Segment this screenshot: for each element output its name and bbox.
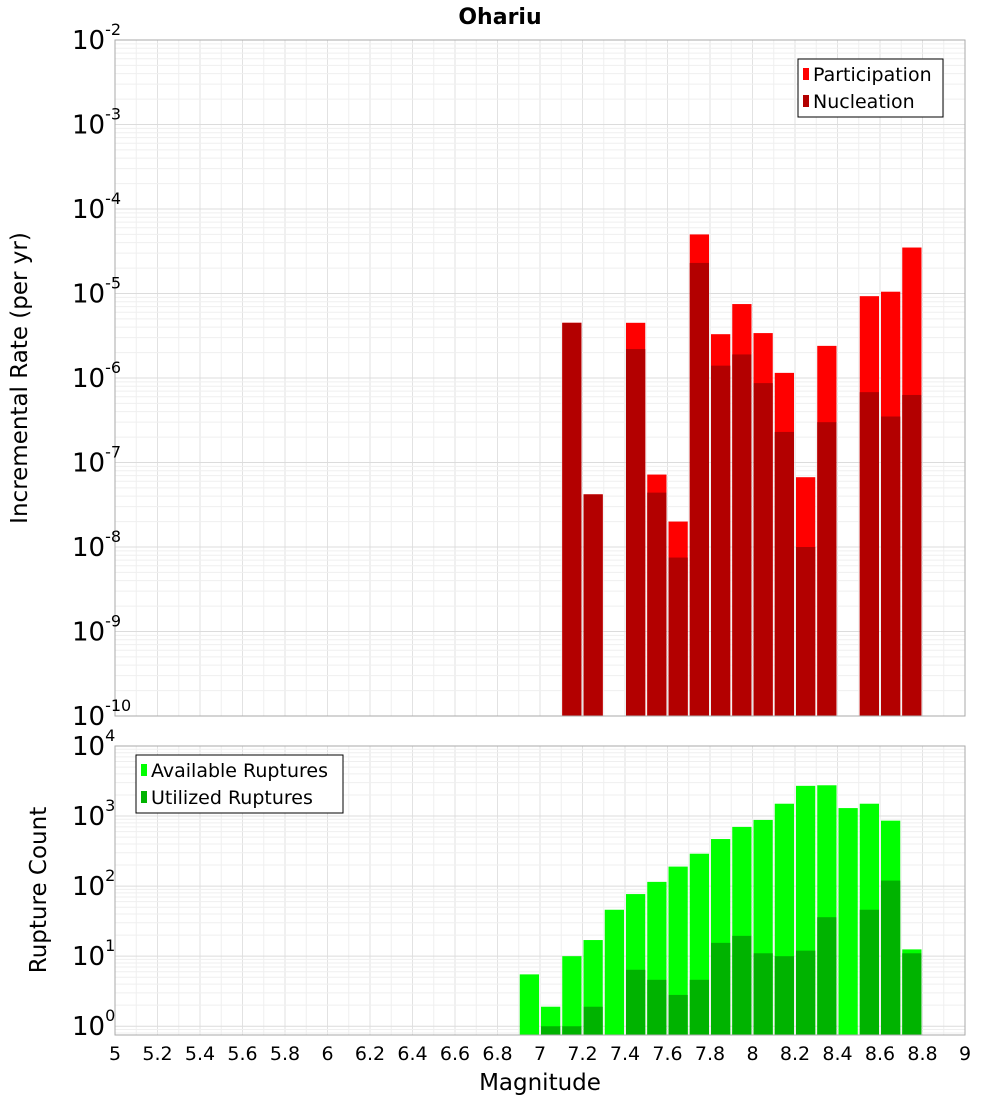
nucleation-bar [753,383,773,716]
utilized-ruptures-bar [817,917,837,1035]
nucleation-bar [796,547,816,716]
nucleation-bar [881,416,901,716]
magnitude-x-ticks: 5 5.2 5.4 5.6 5.8 6 6.2 6.4 6.6 6.8 7 7.2 7.4 7.6 7.8 8… [109,1043,971,1065]
nucleation-bar [668,557,688,716]
rate-panel: 10-10 10-9 10-8 10-7 10-6 10-5 10-4 10-3 10-2 In… [7,20,966,732]
utilized-ruptures-bar [881,880,901,1035]
x-tick-label: 8 [746,1043,758,1065]
nucleation-bar [774,431,794,716]
nucleation-bar [859,392,879,716]
count-legend: Available Ruptures Utilized Ruptures [135,754,344,814]
nucleation-bar [732,354,752,716]
y-tick-label: 10-10 [72,696,131,732]
utilized-ruptures-bar [626,969,646,1035]
utilized-ruptures-bar [583,1006,603,1035]
utilized-ruptures-bar [647,979,667,1035]
x-tick-label: 8.4 [822,1043,852,1065]
y-tick-label: 10-8 [72,527,121,563]
count-y-ticks: 100 101 102 103 104 [72,726,115,1042]
nucleation-bar [689,262,709,716]
rate-grid [114,40,966,717]
x-tick-label: 7.6 [652,1043,682,1065]
y-tick-label: 10-2 [72,20,121,56]
x-tick-label: 6 [321,1043,333,1065]
nucleation-bar [711,365,731,716]
y-tick-label: 103 [72,796,115,832]
count-panel: 100 101 102 103 104 5 5.2 5.4 5.6 5.8 6 6.2 6.4 6.6 6… [26,726,971,1096]
y-tick-label: 100 [72,1006,115,1042]
utilized-ruptures-bar [859,909,879,1035]
count-plot-border [114,745,966,1036]
y-tick-label: 10-6 [72,358,121,394]
available-ruptures-bar [519,974,539,1035]
legend-box [797,58,944,118]
count-bars [519,785,922,1035]
x-axis-label: Magnitude [479,1070,601,1096]
utilized-ruptures-bar [668,994,688,1035]
utilized-ruptures-bar [753,953,773,1035]
legend-swatch [141,764,147,776]
y-tick-label: 104 [72,726,115,762]
y-tick-label: 10-9 [72,612,121,648]
x-tick-label: 6.2 [355,1043,385,1065]
utilized-ruptures-bar [902,953,922,1035]
nucleation-bar [562,322,582,716]
x-tick-label: 5.8 [270,1043,300,1065]
legend-label: Available Ruptures [151,760,328,782]
rate-y-axis-label: Incremental Rate (per yr) [7,232,33,524]
nucleation-bar [626,349,646,716]
x-tick-label: 5.2 [142,1043,172,1065]
nucleation-bar [902,394,922,716]
x-tick-label: 8.6 [865,1043,895,1065]
utilized-ruptures-bar [689,979,709,1035]
available-ruptures-bar [668,866,688,1035]
chart-title: Ohariu [458,5,541,30]
utilized-ruptures-bar [774,956,794,1035]
nucleation-bar [583,494,603,716]
y-tick-label: 101 [72,936,115,972]
available-ruptures-bar [604,909,624,1035]
x-tick-label: 7.2 [567,1043,597,1065]
available-ruptures-bar [838,808,858,1035]
x-tick-label: 6.4 [397,1043,427,1065]
x-tick-label: 5.6 [227,1043,257,1065]
utilized-ruptures-bar [541,1026,561,1035]
x-tick-label: 7 [534,1043,546,1065]
count-y-axis-label: Rupture Count [26,807,52,973]
available-ruptures-bar [562,956,582,1035]
nucleation-bar [817,422,837,716]
y-tick-label: 10-3 [72,105,121,141]
legend-swatch [803,95,809,107]
nucleation-bar [647,492,667,716]
legend-label: Utilized Ruptures [151,787,313,809]
legend-box [135,754,344,814]
y-tick-label: 102 [72,866,115,902]
utilized-ruptures-bar [732,935,752,1035]
utilized-ruptures-bar [796,950,816,1035]
legend-swatch [141,791,147,803]
rate-bars [562,234,922,717]
legend-label: Nucleation [813,91,915,113]
x-tick-label: 6.6 [440,1043,470,1065]
legend-swatch [803,68,809,80]
legend-label: Participation [813,64,932,86]
y-tick-label: 10-5 [72,274,121,310]
x-tick-label: 7.8 [695,1043,725,1065]
rate-legend: Participation Nucleation [797,58,944,118]
x-tick-label: 9 [959,1043,971,1065]
y-tick-label: 10-7 [72,443,121,479]
utilized-ruptures-bar [711,942,731,1035]
x-tick-label: 7.4 [610,1043,640,1065]
x-tick-label: 8.8 [907,1043,937,1065]
x-tick-label: 5.4 [185,1043,215,1065]
x-tick-label: 8.2 [780,1043,810,1065]
utilized-ruptures-bar [562,1026,582,1035]
x-tick-label: 5 [109,1043,121,1065]
x-tick-label: 6.8 [482,1043,512,1065]
rate-plot-border [114,39,966,717]
y-tick-label: 10-4 [72,189,121,225]
rate-y-ticks: 10-10 10-9 10-8 10-7 10-6 10-5 10-4 10-3 10-2 [72,20,131,732]
